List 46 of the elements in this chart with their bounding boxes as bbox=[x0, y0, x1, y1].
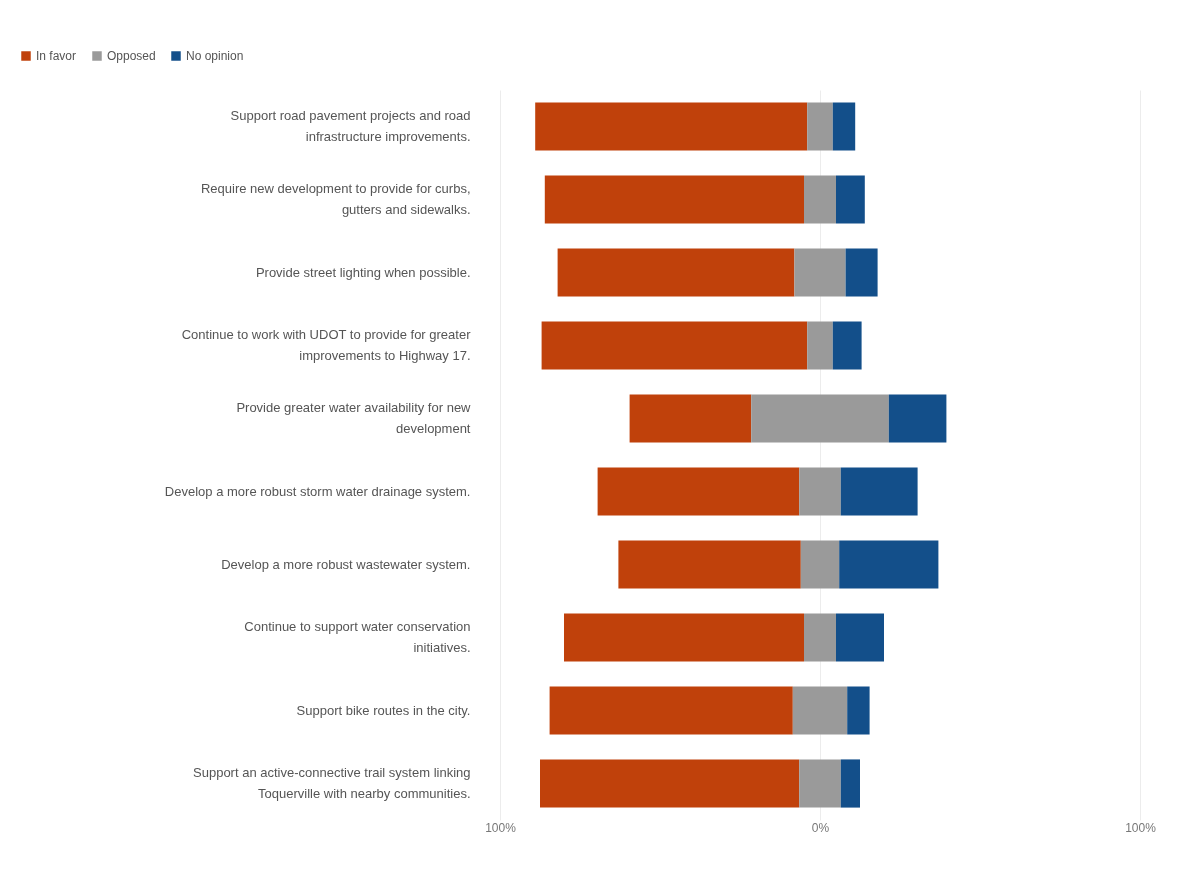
y-tick-label: Provide street lighting when possible. bbox=[255, 264, 471, 280]
bar bbox=[840, 759, 860, 808]
x-tick-label: 100% bbox=[485, 820, 517, 835]
bar bbox=[836, 613, 884, 662]
x-tick-label: 0% bbox=[811, 820, 830, 835]
bar bbox=[807, 102, 833, 151]
legend-label: In favor bbox=[36, 49, 77, 63]
x-tick-label: 100% bbox=[1125, 820, 1157, 835]
bar bbox=[804, 175, 836, 224]
legend-label: No opinion bbox=[186, 49, 244, 63]
bar bbox=[800, 540, 840, 589]
y-tick-label: Support road pavement projects and road infrastructure improvements. bbox=[230, 108, 471, 144]
y-tick-label: Support bike routes in the city. bbox=[296, 702, 471, 718]
bar bbox=[804, 613, 836, 662]
bar bbox=[847, 686, 870, 735]
legend-label: Opposed bbox=[107, 49, 156, 63]
y-tick-label: Support an active-connective trail system linking Toquerville with nearby communities. bbox=[193, 765, 471, 801]
bar bbox=[618, 540, 801, 589]
bar bbox=[541, 321, 808, 370]
bar bbox=[597, 467, 800, 516]
bar bbox=[794, 248, 846, 297]
y-tick-label: Continue to work with UDOT to provide for greater improvements to Highway 17. bbox=[181, 327, 472, 363]
bar bbox=[832, 321, 862, 370]
bar bbox=[799, 759, 841, 808]
bar bbox=[629, 394, 752, 443]
bar bbox=[845, 248, 878, 297]
bar bbox=[557, 248, 795, 297]
bar bbox=[799, 467, 841, 516]
bar bbox=[792, 686, 848, 735]
bar bbox=[840, 467, 918, 516]
bar bbox=[839, 540, 939, 589]
bar bbox=[549, 686, 793, 735]
y-tick-label: Develop a more robust storm water drainage system. bbox=[164, 483, 471, 499]
bar bbox=[888, 394, 947, 443]
bar bbox=[832, 102, 856, 151]
y-tick-label: Develop a more robust wastewater system. bbox=[221, 556, 471, 572]
bar bbox=[807, 321, 833, 370]
bar bbox=[751, 394, 889, 443]
bar bbox=[564, 613, 804, 662]
bar bbox=[544, 175, 804, 224]
y-tick-label: Continue to support water conservation initiatives. bbox=[244, 619, 471, 655]
y-tick-label: Require new development to provide for curbs, gutters and sidewalks. bbox=[200, 181, 471, 217]
bar bbox=[535, 102, 808, 151]
y-tick-label: Provide greater water availability for new development bbox=[236, 400, 472, 436]
bar bbox=[540, 759, 800, 808]
bar bbox=[836, 175, 865, 224]
